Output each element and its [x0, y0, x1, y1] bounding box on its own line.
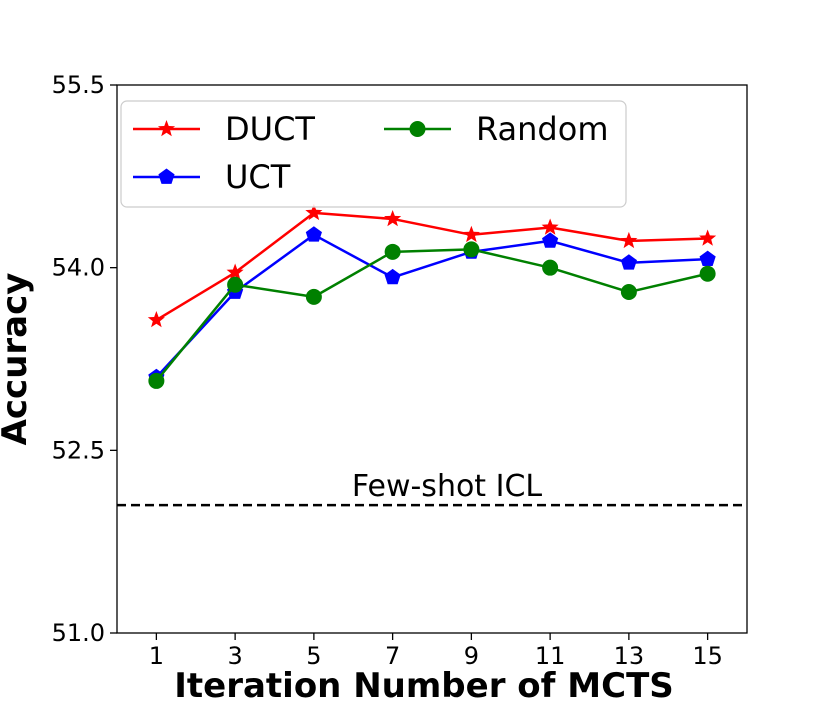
data-point-uct [384, 268, 401, 285]
series-random [148, 241, 716, 389]
y-axis-title: Accuracy [0, 273, 35, 446]
legend-label-duct: DUCT [225, 110, 315, 148]
x-axis-title: Iteration Number of MCTS [174, 666, 674, 706]
series-layer [147, 203, 717, 389]
data-point-duct [620, 231, 638, 249]
data-point-random [305, 288, 322, 305]
data-point-random [384, 243, 401, 260]
legend-entry-random: Random [384, 110, 608, 148]
legend-marker-uct [158, 168, 175, 184]
data-point-random [148, 372, 165, 389]
x-tick-label: 3 [227, 642, 242, 670]
data-point-duct [462, 225, 480, 243]
reference-line-layer: Few-shot ICL [117, 469, 747, 507]
data-point-random [542, 259, 559, 276]
plot-frame [116, 84, 748, 634]
series-line-uct [155, 233, 708, 379]
data-point-duct [384, 209, 402, 227]
y-tick-label: 55.5 [52, 71, 105, 99]
x-axis-ticks: 1 3 5 7 9 11 13 15 [149, 633, 723, 670]
legend-entry-uct: UCT [133, 158, 291, 196]
x-tick-label: 13 [614, 642, 645, 670]
x-tick-label: 5 [306, 642, 321, 670]
data-point-random [463, 241, 480, 258]
legend-marker-random [409, 121, 426, 137]
legend: DUCT UCT Random [120, 100, 627, 208]
legend-entry-duct: DUCT [133, 110, 315, 148]
x-tick-label: 15 [692, 642, 723, 670]
x-tick-label: 9 [464, 642, 479, 670]
data-point-uct [542, 232, 559, 248]
reference-line-label: Few-shot ICL [352, 469, 543, 504]
legend-label-random: Random [476, 110, 608, 148]
data-point-random [227, 276, 244, 293]
data-point-random [620, 284, 637, 301]
data-point-uct [305, 226, 322, 242]
x-tick-label: 7 [385, 642, 400, 670]
y-tick-label: 52.5 [52, 436, 105, 464]
data-point-uct [699, 250, 716, 267]
data-point-duct [147, 311, 165, 328]
data-point-random [699, 265, 716, 282]
data-point-duct [305, 203, 323, 221]
data-point-uct [620, 254, 637, 270]
x-tick-label: 11 [535, 642, 566, 670]
data-point-duct [541, 218, 559, 235]
y-axis-ticks: 51.0 52.5 54.0 55.5 [52, 71, 117, 647]
y-tick-label: 51.0 [52, 619, 105, 647]
legend-box [120, 100, 627, 208]
legend-label-uct: UCT [225, 158, 291, 196]
series-duct [147, 203, 717, 328]
legend-marker-duct [157, 120, 176, 137]
data-point-duct [699, 229, 717, 246]
series-line-duct [155, 211, 708, 322]
y-tick-label: 54.0 [52, 254, 105, 282]
x-tick-label: 1 [149, 642, 164, 670]
series-line-random [155, 248, 708, 382]
data-point-duct [226, 263, 244, 280]
